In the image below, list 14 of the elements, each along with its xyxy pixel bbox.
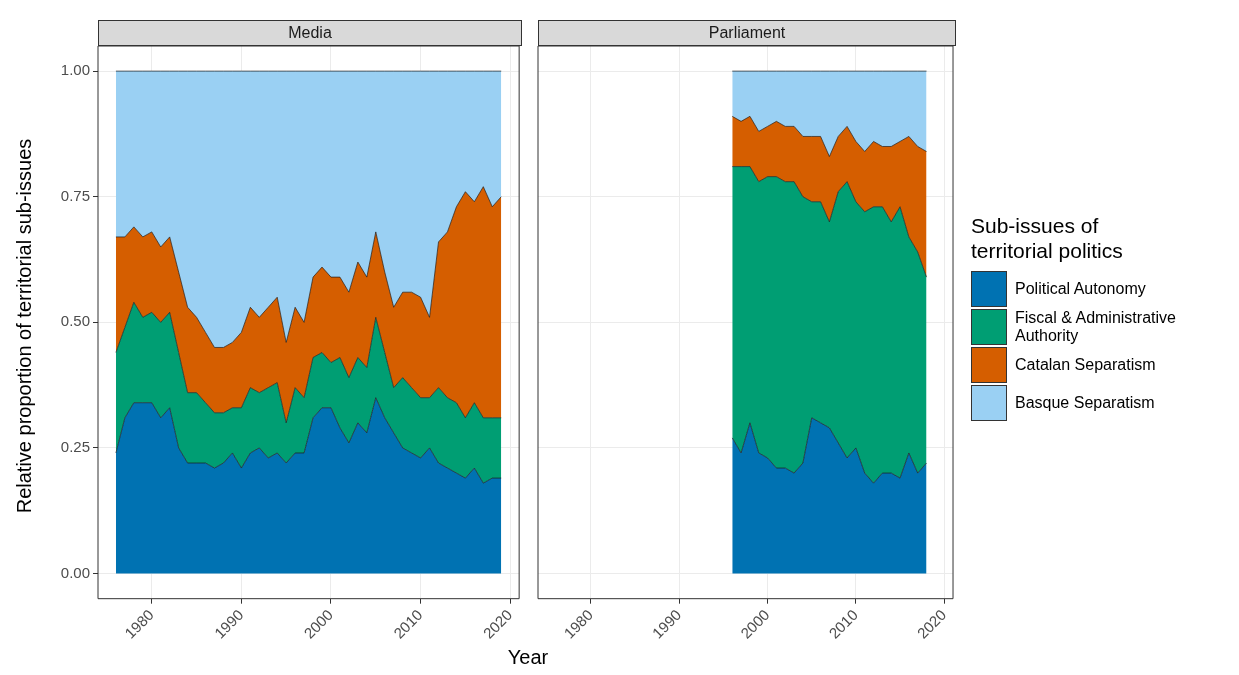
y-tick-label: 0.75 bbox=[60, 186, 90, 204]
chart-title: Parliament bbox=[538, 20, 956, 46]
legend-label: Catalan Separatism bbox=[1015, 356, 1157, 374]
legend-title: Sub-issues of territorial politics bbox=[971, 213, 1124, 263]
y-axis-title: Relative proportion of territorial sub-issues bbox=[12, 138, 36, 514]
chart-title: Media bbox=[98, 20, 522, 46]
legend-label: Fiscal & Administrative Authority bbox=[1015, 309, 1177, 345]
legend-label: Basque Separatism bbox=[1015, 394, 1156, 412]
legend-label: Political Autonomy bbox=[1015, 280, 1147, 298]
y-tick-label: 1.00 bbox=[60, 61, 90, 79]
y-tick-label: 0.50 bbox=[60, 312, 90, 330]
y-tick-label: 0.25 bbox=[60, 438, 90, 456]
x-axis-title: Year bbox=[506, 646, 550, 669]
y-tick-label: 0.00 bbox=[60, 563, 90, 581]
